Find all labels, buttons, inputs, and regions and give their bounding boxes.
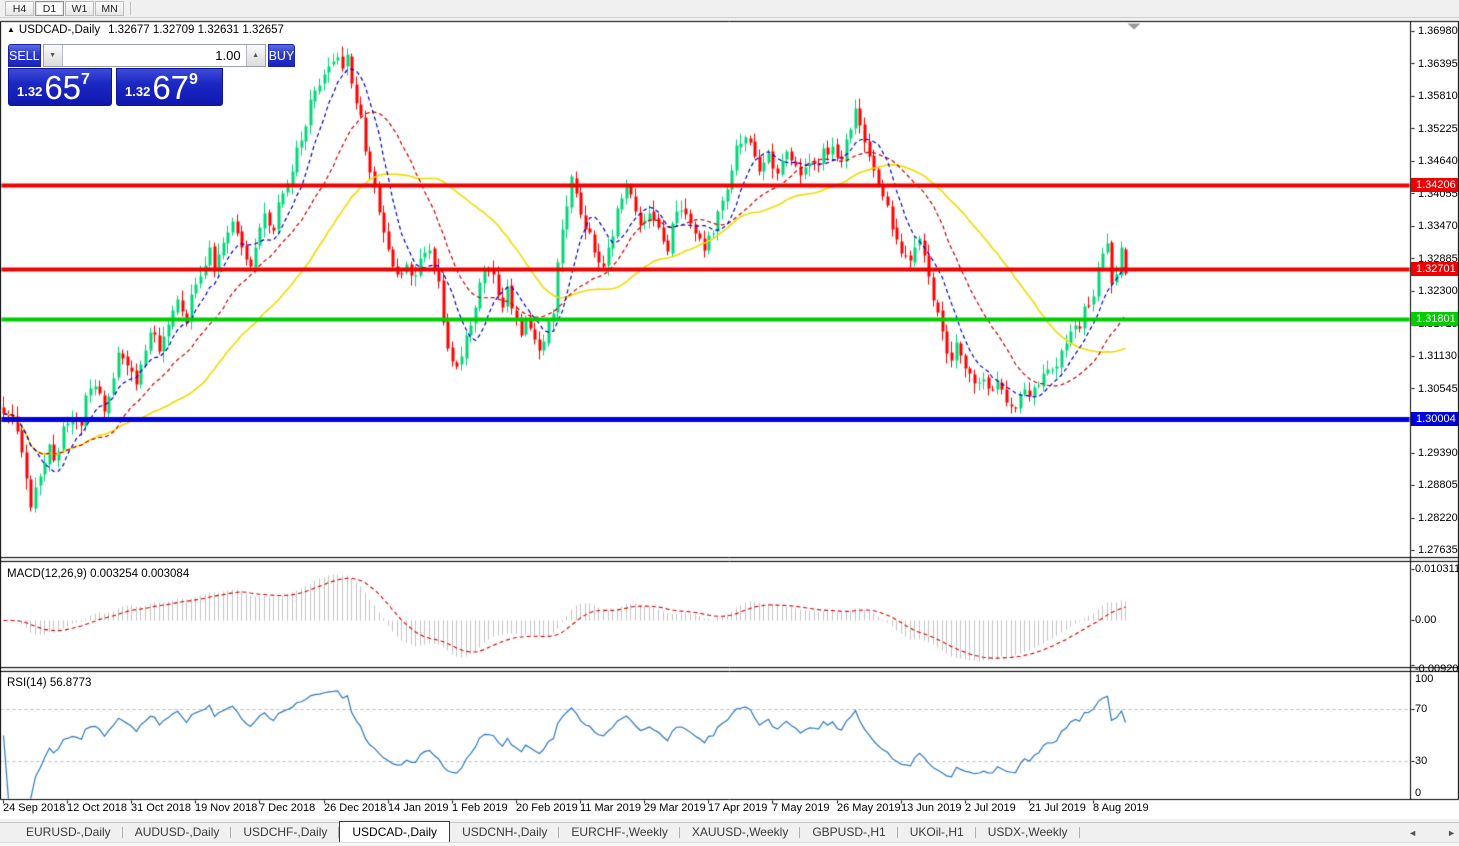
- chart-tab-usdx-weekly[interactable]: USDX-,Weekly: [976, 823, 1080, 842]
- date-axis-label: 31 Oct 2018: [131, 802, 191, 814]
- sell-price-display[interactable]: 1.32 65 7: [8, 68, 112, 106]
- chart-ohlc-quote: 1.32677 1.32709 1.32631 1.32657: [108, 24, 284, 36]
- price-line-tag: 1.31801: [1411, 311, 1458, 326]
- buy-price-display[interactable]: 1.32 67 9: [116, 68, 223, 106]
- one-click-trade-panel: SELL ▼ ▲ BUY 1.32 65 7 1.32 67 9: [8, 44, 296, 106]
- chart-window: ▲ USDCAD-,Daily 1.32677 1.32709 1.32631 1.…: [0, 18, 1459, 822]
- price-axis-label: 1.35810: [1418, 90, 1458, 102]
- status-strip: [0, 842, 1459, 846]
- buy-price-pip: 9: [189, 71, 198, 88]
- volume-input[interactable]: [62, 45, 246, 66]
- chart-tab-audusd-daily[interactable]: AUDUSD-,Daily: [123, 823, 232, 842]
- date-axis-label: 19 Nov 2018: [195, 802, 258, 814]
- buy-price-prefix: 1.32: [125, 84, 151, 99]
- date-axis-label: 2 Jul 2019: [965, 802, 1016, 814]
- macd-indicator-label: MACD(12,26,9) 0.003254 0.003084: [7, 568, 190, 580]
- sell-price-prefix: 1.32: [17, 84, 43, 99]
- price-line-tag: 1.30004: [1411, 411, 1458, 426]
- rsi-axis-label: 70: [1415, 703, 1428, 716]
- rsi-indicator-label: RSI(14) 56.8773: [7, 677, 92, 689]
- date-axis-label: 7 Dec 2018: [259, 802, 316, 814]
- chart-tab-gbpusd-h1[interactable]: GBPUSD-,H1: [800, 823, 899, 842]
- date-axis-label: 1 Feb 2019: [452, 802, 508, 814]
- chart-tab-bar: EURUSD-,Daily AUDUSD-,Daily USDCHF-,Daily U…: [0, 821, 1459, 842]
- date-axis-label: 21 Jul 2019: [1029, 802, 1086, 814]
- price-axis-label: 1.27635: [1418, 544, 1458, 557]
- buy-price-big: 67: [152, 69, 190, 106]
- sell-button[interactable]: SELL: [8, 44, 41, 67]
- date-axis-label: 11 Mar 2019: [580, 802, 641, 814]
- price-axis-label: 1.32300: [1418, 285, 1458, 297]
- chart-tab-ukoil-h1[interactable]: UKOil-,H1: [898, 823, 976, 842]
- price-axis-label: 1.29390: [1418, 446, 1458, 459]
- volume-spinner: ▼ ▲: [42, 44, 266, 67]
- price-axis-label: 1.31130: [1418, 350, 1457, 362]
- collapse-triangle-icon[interactable]: ▲: [7, 25, 15, 34]
- date-axis-label: 17 Apr 2019: [708, 802, 768, 814]
- price-axis-label: 1.33470: [1418, 220, 1458, 232]
- price-axis-label: 1.36395: [1418, 57, 1458, 70]
- price-axis-label: 1.34640: [1418, 155, 1458, 167]
- date-axis-label: 7 May 2019: [772, 802, 830, 814]
- date-axis-label: 13 Jun 2019: [901, 802, 962, 814]
- price-axis-label: 1.32885: [1418, 252, 1458, 265]
- timeframe-buttons: H4 D1 W1 MN: [5, 1, 125, 16]
- tabs-scroll-right-icon[interactable]: ►: [1447, 828, 1456, 838]
- price-axis-label: 1.30545: [1418, 382, 1458, 395]
- chart-tab-list: EURUSD-,Daily AUDUSD-,Daily USDCHF-,Daily U…: [14, 821, 1080, 842]
- rsi-axis-label: 100: [1415, 673, 1434, 685]
- tabs-scroll-left-icon[interactable]: ◄: [1408, 828, 1418, 838]
- date-axis-label: 12 Oct 2018: [67, 802, 127, 814]
- chart-tab-usdcad-daily[interactable]: USDCAD-,Daily: [339, 821, 451, 842]
- date-axis-label: 26 Dec 2018: [324, 802, 387, 814]
- price-line-tag: 1.34206: [1411, 178, 1458, 193]
- rsi-axis-label: 0: [1415, 787, 1422, 799]
- timeframe-button-h4[interactable]: H4: [5, 1, 34, 16]
- toolbar-separator: [130, 2, 131, 15]
- macd-axis-label: 0.010311: [1415, 563, 1459, 575]
- timeframe-toolbar: H4 D1 W1 MN: [0, 0, 1459, 18]
- chart-tab-eurusd-daily[interactable]: EURUSD-,Daily: [14, 823, 123, 842]
- price-axis-label: 1.28805: [1418, 479, 1458, 492]
- volume-decrease-button[interactable]: ▼: [43, 45, 63, 66]
- price-axis-label: 1.36980: [1418, 25, 1458, 37]
- price-chart-canvas[interactable]: [0, 18, 1459, 822]
- sell-price-pip: 7: [81, 71, 90, 88]
- timeframe-button-w1[interactable]: W1: [65, 1, 94, 16]
- macd-axis-label: -0.00920: [1415, 663, 1459, 675]
- macd-axis-label: 0.00: [1415, 614, 1437, 626]
- timeframe-button-mn[interactable]: MN: [95, 1, 124, 16]
- buy-button[interactable]: BUY: [267, 44, 296, 67]
- chart-header: ▲ USDCAD-,Daily 1.32677 1.32709 1.32631 1.…: [7, 24, 284, 36]
- date-axis-label: 29 Mar 2019: [644, 802, 706, 814]
- volume-increase-button[interactable]: ▲: [245, 45, 265, 66]
- chart-tab-usdcnh-daily[interactable]: USDCNH-,Daily: [450, 823, 560, 842]
- date-axis-label: 14 Jan 2019: [388, 802, 449, 814]
- chart-symbol-title: USDCAD-,Daily: [18, 24, 101, 36]
- date-axis-label: 20 Feb 2019: [516, 802, 578, 814]
- price-axis-label: 1.35225: [1418, 122, 1458, 135]
- price-line-tag: 1.32701: [1411, 261, 1458, 276]
- rsi-axis-label: 30: [1415, 754, 1428, 767]
- date-axis-label: 24 Sep 2018: [3, 802, 66, 814]
- date-axis-label: 26 May 2019: [837, 802, 901, 814]
- timeframe-button-d1[interactable]: D1: [35, 1, 64, 16]
- chart-tab-usdchf-daily[interactable]: USDCHF-,Daily: [231, 823, 340, 842]
- chart-tab-eurchf-weekly[interactable]: EURCHF-,Weekly: [559, 823, 681, 842]
- sell-price-big: 65: [44, 69, 82, 106]
- chart-tab-xauusd-weekly[interactable]: XAUUSD-,Weekly: [680, 823, 801, 842]
- date-axis-label: 8 Aug 2019: [1093, 802, 1149, 814]
- price-axis-label: 1.28220: [1418, 511, 1458, 524]
